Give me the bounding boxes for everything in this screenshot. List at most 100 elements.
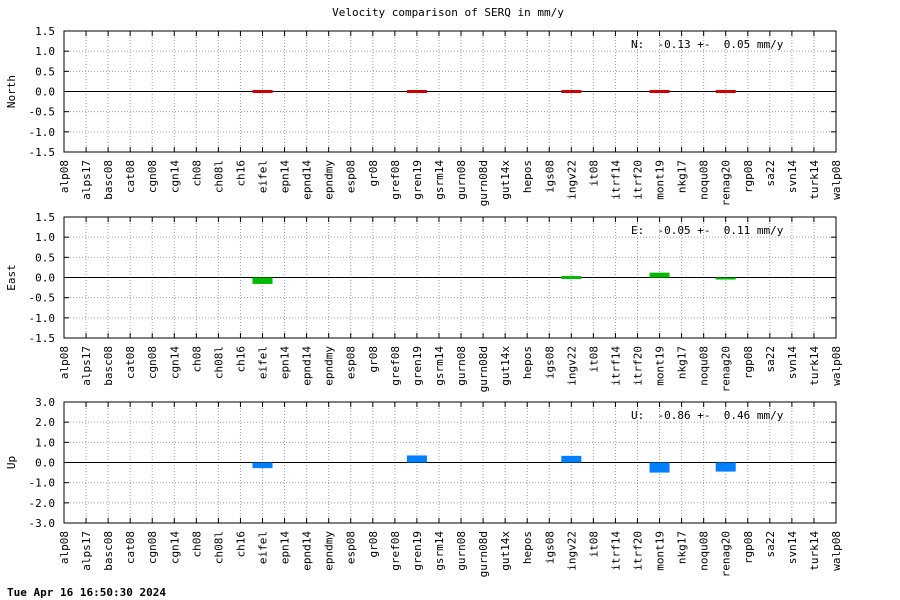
bar-mont19 xyxy=(649,272,670,278)
x-tick-label: epndmy xyxy=(323,160,336,200)
x-tick-label: hepos xyxy=(521,346,534,379)
y-tick-label: 2.0 xyxy=(35,416,55,429)
x-tick-label: gref08 xyxy=(389,531,402,571)
x-tick-label: gurn08d xyxy=(477,531,490,577)
plot-frame xyxy=(63,401,837,524)
y-tick-label: 0.0 xyxy=(35,457,55,470)
x-tick-label: gsrm14 xyxy=(433,531,446,571)
x-tick-label: gren19 xyxy=(411,160,424,200)
x-tick-label: itrf14 xyxy=(609,531,622,571)
x-tick-label: nkg17 xyxy=(676,160,689,193)
x-tick-label: sa22 xyxy=(764,346,777,373)
summary-stat: E: -0.05 +- 0.11 mm/y xyxy=(631,224,784,237)
y-tick-label: 1.5 xyxy=(35,25,55,38)
y-axis-label: North xyxy=(5,75,18,108)
bar-eifel xyxy=(252,462,273,469)
x-tick-label: svn14 xyxy=(786,160,799,193)
y-tick-label: 1.5 xyxy=(35,211,55,224)
x-tick-label: igs08 xyxy=(543,346,556,379)
x-tick-label: ch16 xyxy=(234,346,247,373)
x-tick-label: gut14x xyxy=(499,531,512,571)
x-tick-label: alp08 xyxy=(58,346,71,379)
x-tick-label: gurn08 xyxy=(455,531,468,571)
x-tick-label: ch08 xyxy=(190,160,203,187)
x-tick-label: ingv22 xyxy=(565,531,578,571)
x-tick-label: gurn08d xyxy=(477,346,490,392)
x-tick-label: renag20 xyxy=(720,346,733,392)
bar-ingv22 xyxy=(561,276,582,279)
bar-renag20 xyxy=(715,90,736,93)
x-tick-label: epndmy xyxy=(323,346,336,386)
bar-eifel xyxy=(252,90,273,93)
x-tick-label: alp08 xyxy=(58,531,71,564)
x-tick-label: itrf14 xyxy=(609,160,622,200)
x-tick-label: esp08 xyxy=(345,346,358,379)
x-tick-label: alp08 xyxy=(58,160,71,193)
x-tick-label: sa22 xyxy=(764,531,777,558)
y-tick-label: 1.0 xyxy=(35,436,55,449)
x-tick-label: svn14 xyxy=(786,531,799,564)
plot-frame xyxy=(63,216,837,339)
x-tick-label: turk14 xyxy=(808,531,821,571)
x-tick-label: eifel xyxy=(257,346,270,379)
bar-renag20 xyxy=(715,277,736,280)
x-tick-label: itrf14 xyxy=(609,346,622,386)
x-tick-label: svn14 xyxy=(786,346,799,379)
y-axis-label: Up xyxy=(5,456,18,469)
x-tick-label: it08 xyxy=(587,346,600,373)
x-tick-label: alps17 xyxy=(80,160,93,200)
y-tick-label: 1.0 xyxy=(35,45,55,58)
x-tick-label: cgn08 xyxy=(146,531,159,564)
x-tick-label: hepos xyxy=(521,160,534,193)
y-tick-label: -1.0 xyxy=(29,126,56,139)
x-tick-label: epn14 xyxy=(279,160,292,193)
x-tick-label: ch16 xyxy=(234,160,247,187)
x-tick-label: igs08 xyxy=(543,531,556,564)
y-tick-label: -1.0 xyxy=(29,312,56,325)
x-tick-label: epndmy xyxy=(323,531,336,571)
x-tick-label: eifel xyxy=(257,531,270,564)
x-tick-label: basc08 xyxy=(102,160,115,200)
x-tick-label: gurn08d xyxy=(477,160,490,206)
x-tick-label: gref08 xyxy=(389,160,402,200)
y-axis-label: East xyxy=(5,264,18,291)
x-tick-label: epnd14 xyxy=(301,346,314,386)
x-tick-label: ch08 xyxy=(190,346,203,373)
y-tick-label: -1.5 xyxy=(29,146,56,159)
x-tick-label: gurn08 xyxy=(455,346,468,386)
x-tick-label: alps17 xyxy=(80,346,93,386)
y-tick-label: -0.5 xyxy=(29,292,56,305)
x-tick-label: rgp08 xyxy=(742,160,755,193)
x-tick-label: gren19 xyxy=(411,531,424,571)
x-tick-label: mont19 xyxy=(654,531,667,571)
y-tick-label: -0.5 xyxy=(29,106,56,119)
x-tick-label: walp08 xyxy=(830,346,843,386)
x-tick-label: noqu08 xyxy=(698,346,711,386)
x-tick-label: esp08 xyxy=(345,531,358,564)
x-tick-label: igs08 xyxy=(543,160,556,193)
x-tick-label: renag20 xyxy=(720,160,733,206)
y-tick-label: 3.0 xyxy=(35,396,55,409)
x-tick-label: cgn08 xyxy=(146,346,159,379)
y-tick-label: 0.0 xyxy=(35,272,55,285)
x-tick-label: walp08 xyxy=(830,160,843,200)
x-tick-label: hepos xyxy=(521,531,534,564)
x-tick-label: turk14 xyxy=(808,160,821,200)
x-tick-label: ingv22 xyxy=(565,160,578,200)
x-tick-label: gr08 xyxy=(367,160,380,187)
x-tick-label: itrf20 xyxy=(631,160,644,200)
x-tick-label: cgn14 xyxy=(168,531,181,564)
y-tick-label: -2.0 xyxy=(29,497,56,510)
x-tick-label: epnd14 xyxy=(301,531,314,571)
y-tick-label: 0.0 xyxy=(35,86,55,99)
x-tick-label: sa22 xyxy=(764,160,777,187)
x-tick-label: gr08 xyxy=(367,346,380,373)
x-tick-label: renag20 xyxy=(720,531,733,577)
x-tick-label: itrf20 xyxy=(631,531,644,571)
x-tick-label: gr08 xyxy=(367,531,380,558)
y-tick-label: -1.0 xyxy=(29,477,56,490)
